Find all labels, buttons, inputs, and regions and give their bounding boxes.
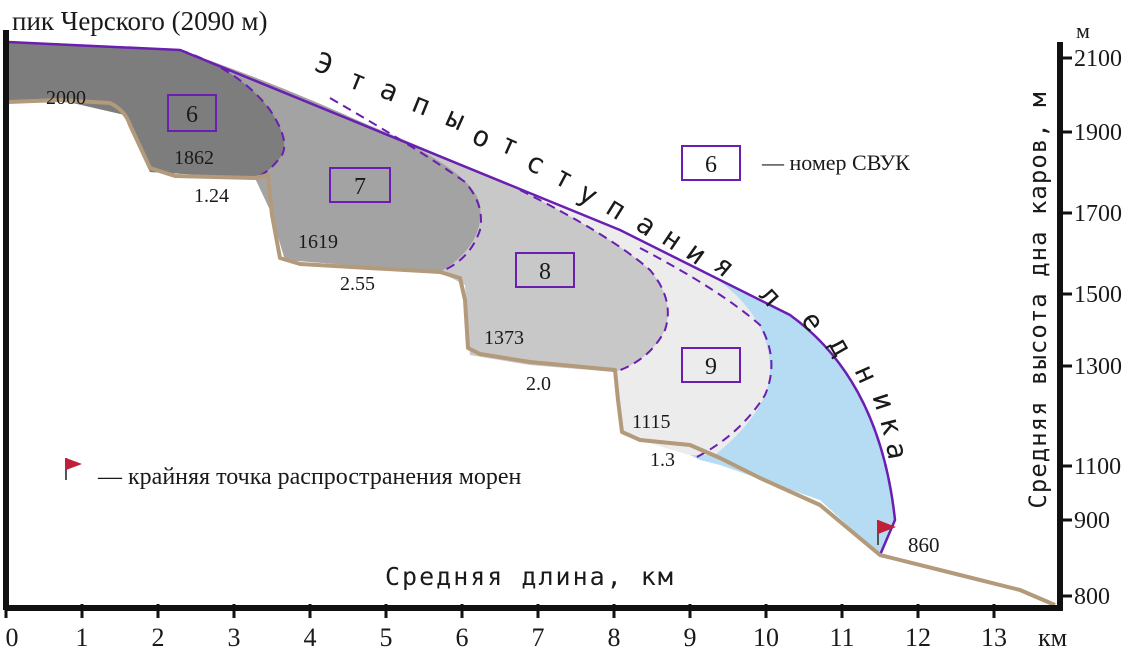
y-axis-title: Средняя высота дна каров, м xyxy=(1024,91,1052,508)
arc-title-letter: н xyxy=(848,359,885,388)
elevation-860: 860 xyxy=(908,533,940,557)
stage-label-7: 7 xyxy=(354,174,366,200)
stage-label-8: 8 xyxy=(539,259,551,285)
moraine-flag-icon xyxy=(877,520,896,545)
y-tick-label: 1900 xyxy=(1074,120,1122,146)
length-2-0: 2.0 xyxy=(526,373,551,395)
stage-box-8: 8 xyxy=(515,252,575,288)
arc-title-letter: о xyxy=(467,118,496,155)
y-axis-ticks: 2100 1900 1700 1500 1300 1100 900 800 xyxy=(1060,46,1122,610)
y-tick-label: 2100 xyxy=(1074,46,1122,72)
arc-title-letter: п xyxy=(600,190,632,227)
legend-flag-text: — крайняя точка распространения морен xyxy=(97,464,522,490)
x-tick-label: 3 xyxy=(228,623,241,652)
stage-8-boundary xyxy=(519,189,669,373)
y-tick-label: 900 xyxy=(1074,508,1110,534)
x-tick-label: 9 xyxy=(684,623,697,652)
y-tick-label: 1100 xyxy=(1074,454,1121,480)
x-tick-label: 1 xyxy=(76,623,89,652)
legend-svuk-text: — номер СВУК xyxy=(761,150,910,175)
x-tick-label: 6 xyxy=(456,623,469,652)
glacier-surface-line xyxy=(7,40,897,556)
y-tick-label: 1300 xyxy=(1074,354,1122,380)
arc-title-letter: у xyxy=(573,175,604,212)
x-tick-label: 5 xyxy=(380,623,393,652)
flag-icon xyxy=(65,458,82,480)
arc-title-letter: и xyxy=(865,388,902,414)
elevation-1619: 1619 xyxy=(298,231,338,253)
stage-9-boundary xyxy=(639,247,773,459)
x-tick-label: 0 xyxy=(6,623,19,652)
elevation-1115: 1115 xyxy=(632,411,671,433)
elevation-1862: 1862 xyxy=(174,147,214,169)
y-tick-label: 800 xyxy=(1074,584,1110,610)
arc-title-letter: т xyxy=(549,159,579,196)
arc-title-letter: к xyxy=(873,414,909,438)
arc-title-letter: ы xyxy=(441,100,470,137)
x-tick-label: 11 xyxy=(829,623,854,652)
y-tick-label: 1700 xyxy=(1074,201,1122,227)
stage-label-9: 9 xyxy=(705,354,717,380)
arc-title-letter: т xyxy=(343,62,371,99)
stage-box-9: 9 xyxy=(681,347,741,383)
x-tick-label: 7 xyxy=(532,623,545,652)
legend-svuk-sample: 6 xyxy=(705,152,717,178)
arc-title-letter: а xyxy=(879,439,914,461)
x-axis-unit: км xyxy=(1038,623,1067,652)
x-tick-label: 2 xyxy=(152,623,165,652)
length-1-3: 1.3 xyxy=(650,449,675,471)
y-axis-unit: м xyxy=(1076,18,1090,43)
length-1-24: 1.24 xyxy=(194,185,229,207)
peak-title: пик Черского (2090 м) xyxy=(12,6,268,36)
elevation-1373: 1373 xyxy=(484,327,524,349)
length-2-55: 2.55 xyxy=(340,273,375,295)
stage-box-7: 7 xyxy=(329,167,391,203)
stage-6-boundary xyxy=(179,49,286,179)
glacier-stage-6-area xyxy=(8,42,285,178)
x-tick-label: 8 xyxy=(608,623,621,652)
legend-flag: — крайняя точка распространения морен xyxy=(65,458,522,490)
arc-title-letter: т xyxy=(495,126,524,163)
arc-title-letter: Э xyxy=(311,46,338,83)
x-tick-label: 12 xyxy=(905,623,931,652)
y-tick-label: 1500 xyxy=(1074,282,1122,308)
x-axis-title: Средняя длина, км xyxy=(385,562,675,591)
valley-floor-profile xyxy=(7,98,1056,607)
arc-title-letter: а xyxy=(375,72,403,109)
x-tick-label: 10 xyxy=(753,623,779,652)
stage-label-6: 6 xyxy=(186,102,198,128)
x-tick-label: 13 xyxy=(981,623,1007,652)
stage-box-6: 6 xyxy=(167,94,217,132)
x-tick-label: 4 xyxy=(304,623,317,652)
x-axis-ticks: 0 1 2 3 4 5 6 7 8 9 10 11 12 13 xyxy=(4,604,1007,652)
legend-svuk: 6 — номер СВУК xyxy=(681,145,910,181)
arc-title-letter: п xyxy=(407,86,435,123)
stage-7-boundary xyxy=(329,97,482,273)
arc-title-letter: с xyxy=(521,145,551,182)
elevation-2000: 2000 xyxy=(46,87,86,109)
